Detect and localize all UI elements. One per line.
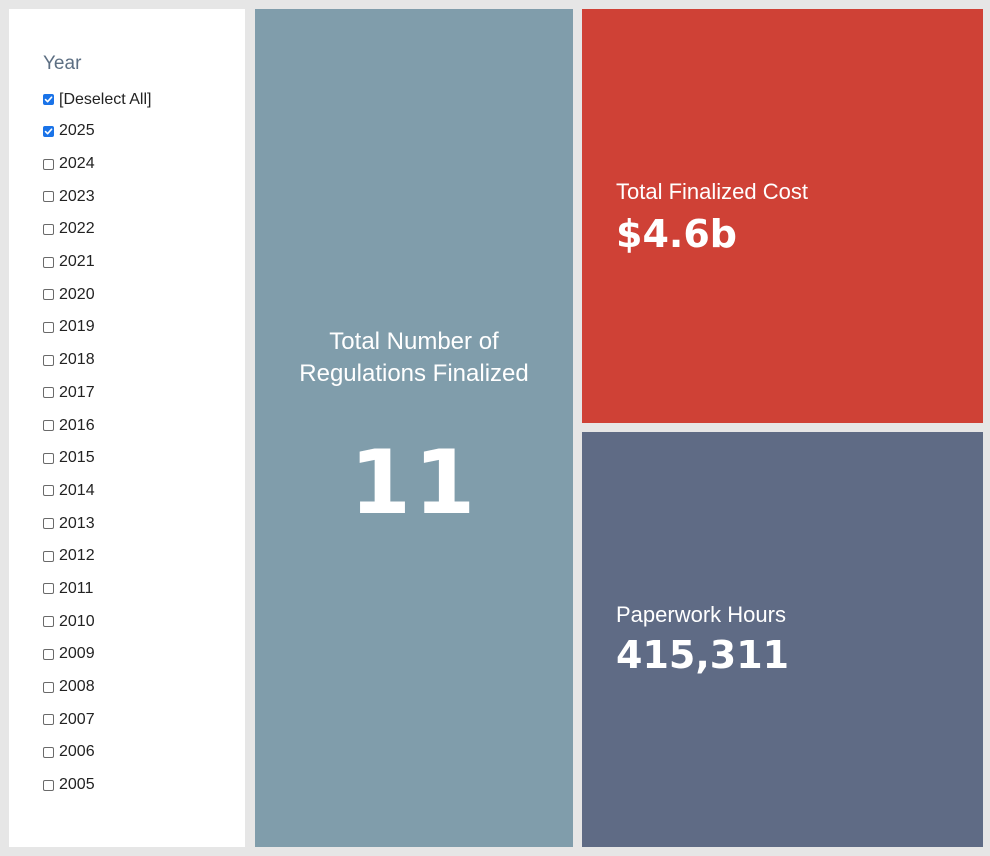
year-checkbox[interactable]: [43, 321, 54, 333]
year-option[interactable]: 2006: [43, 736, 245, 769]
year-option-label: [Deselect All]: [59, 90, 152, 108]
year-option[interactable]: 2017: [43, 377, 245, 410]
year-option[interactable]: 2018: [43, 344, 245, 377]
year-option-label: 2005: [59, 776, 95, 794]
paperwork-kpi-label: Paperwork Hours: [616, 602, 786, 627]
year-option[interactable]: 2020: [43, 278, 245, 311]
year-option-label: 2019: [59, 318, 95, 336]
year-filter-panel: Year [Deselect All] 2025 2024 2023 2022 2021 2…: [9, 9, 245, 847]
year-option-label: 2007: [59, 710, 95, 728]
year-checkbox[interactable]: [43, 518, 54, 530]
year-option[interactable]: 2021: [43, 246, 245, 279]
year-option-label: 2024: [59, 155, 95, 173]
year-option-label: 2013: [59, 514, 95, 532]
year-checkbox[interactable]: [43, 191, 54, 203]
year-checkbox[interactable]: [43, 550, 54, 562]
year-option-label: 2025: [59, 122, 95, 140]
year-option[interactable]: 2011: [43, 573, 245, 606]
year-option[interactable]: 2022: [43, 213, 245, 246]
year-checkbox[interactable]: [43, 452, 54, 464]
paperwork-kpi-value: 415,311: [616, 633, 790, 677]
year-option[interactable]: 2019: [43, 311, 245, 344]
filter-title: Year: [43, 53, 82, 74]
year-option-label: 2010: [59, 612, 95, 630]
year-option-label: 2020: [59, 285, 95, 303]
year-checkbox[interactable]: [43, 256, 54, 268]
cost-kpi-card: Total Finalized Cost $4.6b: [582, 9, 983, 423]
year-option[interactable]: 2014: [43, 475, 245, 508]
year-option-label: 2012: [59, 547, 95, 565]
year-checkbox[interactable]: [43, 354, 54, 366]
year-option-label: 2014: [59, 481, 95, 499]
year-option[interactable]: 2005: [43, 769, 245, 802]
cost-kpi-value: $4.6b: [616, 212, 737, 256]
year-checkbox[interactable]: [43, 289, 54, 301]
year-option-label: 2022: [59, 220, 95, 238]
year-option-label: 2021: [59, 253, 95, 271]
year-checkbox[interactable]: [43, 648, 54, 660]
paperwork-kpi-card: Paperwork Hours 415,311: [582, 432, 983, 847]
regulations-kpi-card: Total Number of Regulations Finalized 11: [255, 9, 573, 847]
year-option-label: 2016: [59, 416, 95, 434]
year-option[interactable]: 2025: [43, 115, 245, 148]
year-checkbox[interactable]: [43, 158, 54, 170]
year-option[interactable]: 2008: [43, 671, 245, 704]
year-list: [Deselect All] 2025 2024 2023 2022 2021 2020 20…: [43, 84, 245, 801]
year-option[interactable]: 2023: [43, 180, 245, 213]
year-option-label: 2008: [59, 678, 95, 696]
year-option[interactable]: 2015: [43, 442, 245, 475]
year-option[interactable]: 2009: [43, 638, 245, 671]
year-checkbox[interactable]: [43, 746, 54, 758]
year-checkbox[interactable]: [43, 714, 54, 726]
year-option[interactable]: 2012: [43, 540, 245, 573]
year-option-label: 2006: [59, 743, 95, 761]
year-checkbox[interactable]: [43, 387, 54, 399]
regulations-kpi-value: 11: [349, 431, 479, 534]
regulations-kpi-label: Total Number of Regulations Finalized: [299, 328, 529, 387]
year-option-label: 2015: [59, 449, 95, 467]
year-option[interactable]: 2013: [43, 507, 245, 540]
checkmark-icon: [44, 96, 53, 103]
year-option-label: 2009: [59, 645, 95, 663]
year-checkbox[interactable]: [43, 779, 54, 791]
year-checkbox[interactable]: [43, 485, 54, 497]
cost-kpi-label: Total Finalized Cost: [616, 179, 808, 204]
year-option-label: 2017: [59, 383, 95, 401]
year-checkbox[interactable]: [43, 223, 54, 235]
year-checkbox[interactable]: [43, 125, 54, 137]
year-checkbox[interactable]: [43, 420, 54, 432]
year-option[interactable]: 2007: [43, 703, 245, 736]
year-option-label: 2018: [59, 351, 95, 369]
year-checkbox[interactable]: [43, 681, 54, 693]
year-option-label: 2011: [59, 579, 94, 597]
year-option-label: 2023: [59, 187, 95, 205]
year-option[interactable]: 2010: [43, 605, 245, 638]
year-checkbox[interactable]: [43, 94, 54, 105]
year-option[interactable]: 2016: [43, 409, 245, 442]
checkmark-icon: [44, 128, 53, 135]
year-checkbox[interactable]: [43, 616, 54, 628]
deselect-all-option[interactable]: [Deselect All]: [43, 84, 245, 115]
year-checkbox[interactable]: [43, 583, 54, 595]
year-option[interactable]: 2024: [43, 148, 245, 181]
